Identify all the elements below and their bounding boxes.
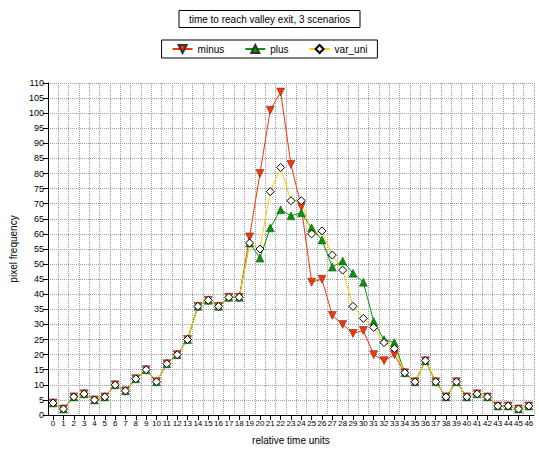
svg-text:4: 4 bbox=[92, 419, 97, 428]
svg-text:12: 12 bbox=[173, 419, 182, 428]
svg-text:1: 1 bbox=[61, 419, 66, 428]
svg-text:28: 28 bbox=[338, 419, 347, 428]
svg-text:44: 44 bbox=[504, 419, 513, 428]
svg-text:15: 15 bbox=[204, 419, 213, 428]
svg-text:110: 110 bbox=[30, 78, 44, 88]
svg-text:25: 25 bbox=[34, 335, 44, 345]
svg-text:60: 60 bbox=[34, 229, 44, 239]
svg-text:19: 19 bbox=[245, 419, 254, 428]
svg-text:30: 30 bbox=[359, 419, 368, 428]
svg-text:65: 65 bbox=[34, 214, 44, 224]
svg-text:29: 29 bbox=[349, 419, 358, 428]
svg-text:var_uni: var_uni bbox=[335, 44, 368, 55]
svg-text:95: 95 bbox=[34, 123, 44, 133]
svg-text:18: 18 bbox=[235, 419, 244, 428]
svg-text:50: 50 bbox=[34, 259, 44, 269]
svg-text:25: 25 bbox=[307, 419, 316, 428]
svg-text:10: 10 bbox=[34, 380, 44, 390]
svg-text:31: 31 bbox=[369, 419, 378, 428]
svg-text:41: 41 bbox=[473, 419, 482, 428]
svg-text:pixel frequency: pixel frequency bbox=[8, 215, 19, 282]
svg-text:7: 7 bbox=[123, 419, 128, 428]
svg-text:plus: plus bbox=[270, 44, 288, 55]
svg-text:6: 6 bbox=[113, 419, 118, 428]
svg-text:9: 9 bbox=[144, 419, 149, 428]
svg-text:40: 40 bbox=[34, 289, 44, 299]
svg-text:55: 55 bbox=[34, 244, 44, 254]
svg-text:5: 5 bbox=[39, 395, 44, 405]
svg-text:100: 100 bbox=[29, 108, 44, 118]
svg-text:17: 17 bbox=[224, 419, 233, 428]
svg-text:24: 24 bbox=[297, 419, 306, 428]
svg-text:minus: minus bbox=[198, 44, 225, 55]
svg-text:80: 80 bbox=[34, 169, 44, 179]
svg-text:33: 33 bbox=[390, 419, 399, 428]
svg-text:70: 70 bbox=[34, 199, 44, 209]
svg-text:3: 3 bbox=[82, 419, 87, 428]
svg-text:26: 26 bbox=[318, 419, 327, 428]
svg-text:30: 30 bbox=[34, 319, 44, 329]
svg-text:0: 0 bbox=[39, 410, 44, 420]
svg-text:36: 36 bbox=[421, 419, 430, 428]
svg-text:14: 14 bbox=[193, 419, 202, 428]
svg-text:37: 37 bbox=[431, 419, 440, 428]
svg-text:27: 27 bbox=[328, 419, 337, 428]
svg-text:46: 46 bbox=[524, 419, 533, 428]
svg-text:5: 5 bbox=[103, 419, 108, 428]
svg-text:40: 40 bbox=[462, 419, 471, 428]
svg-text:39: 39 bbox=[452, 419, 461, 428]
svg-text:15: 15 bbox=[34, 365, 44, 375]
svg-text:43: 43 bbox=[493, 419, 502, 428]
svg-text:85: 85 bbox=[34, 153, 44, 163]
svg-text:10: 10 bbox=[152, 419, 161, 428]
svg-text:22: 22 bbox=[276, 419, 285, 428]
svg-text:23: 23 bbox=[287, 419, 296, 428]
svg-text:time to reach valley exit, 3 s: time to reach valley exit, 3 scenarios bbox=[189, 14, 350, 25]
svg-text:16: 16 bbox=[214, 419, 223, 428]
svg-text:relative time units: relative time units bbox=[252, 435, 330, 446]
svg-text:11: 11 bbox=[163, 419, 172, 428]
svg-text:35: 35 bbox=[411, 419, 420, 428]
svg-text:20: 20 bbox=[34, 350, 44, 360]
svg-text:0: 0 bbox=[51, 419, 56, 428]
svg-text:35: 35 bbox=[34, 304, 44, 314]
svg-text:105: 105 bbox=[29, 93, 44, 103]
svg-text:42: 42 bbox=[483, 419, 492, 428]
svg-text:38: 38 bbox=[442, 419, 451, 428]
svg-text:45: 45 bbox=[34, 274, 44, 284]
svg-text:75: 75 bbox=[34, 184, 44, 194]
svg-text:20: 20 bbox=[255, 419, 264, 428]
svg-text:32: 32 bbox=[380, 419, 389, 428]
svg-text:21: 21 bbox=[266, 419, 275, 428]
svg-text:45: 45 bbox=[514, 419, 523, 428]
svg-text:90: 90 bbox=[34, 138, 44, 148]
svg-text:13: 13 bbox=[183, 419, 192, 428]
svg-text:2: 2 bbox=[72, 419, 77, 428]
svg-text:8: 8 bbox=[134, 419, 139, 428]
svg-text:34: 34 bbox=[400, 419, 409, 428]
